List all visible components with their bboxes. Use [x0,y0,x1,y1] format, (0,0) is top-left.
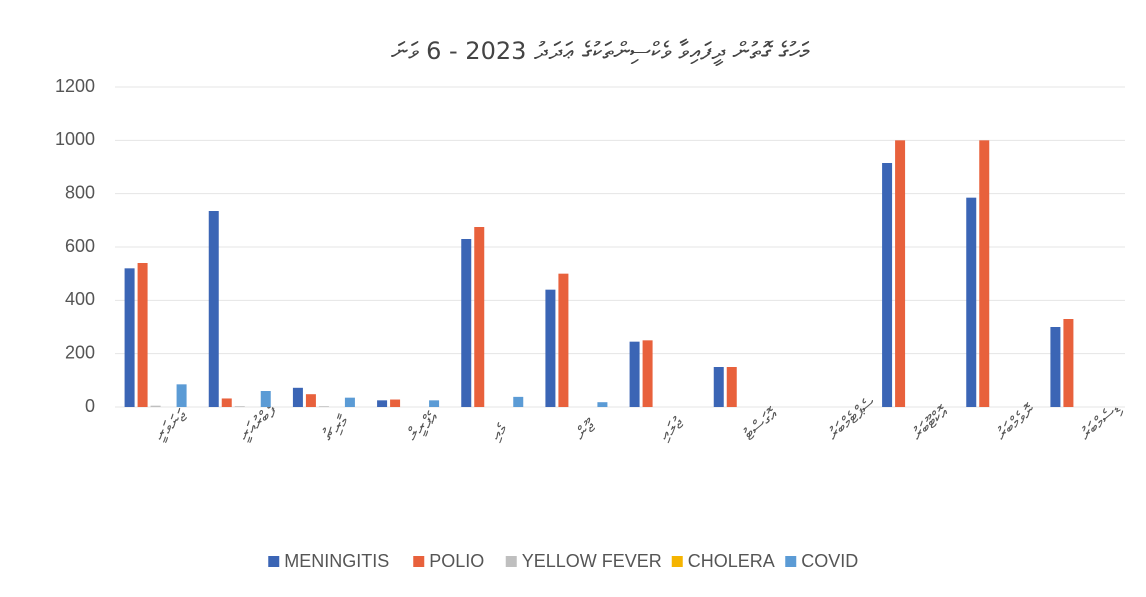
y-tick-label: 200 [65,342,95,362]
legend-label: CHOLERA [688,551,775,571]
bar [260,391,271,407]
bar [318,406,329,407]
legend-swatch [413,556,425,567]
legend-swatch [268,556,280,567]
bar [429,400,440,407]
y-tick-label: 600 [65,236,95,256]
bar [513,396,524,407]
bar [292,387,303,407]
bar [597,402,608,407]
bar [176,384,187,407]
bar [629,341,640,407]
bar [726,367,737,407]
bar [124,268,135,407]
bar [150,405,161,407]
x-tick-label: ޖަނަވަރީ [151,406,192,445]
x-tick-label: މާރިޗު [319,411,353,444]
bar [221,398,232,407]
bar [979,140,990,408]
bar [966,197,977,407]
x-tick-label: އެޕްރީލް [403,407,442,445]
x-tick-label: އޮކްޓޫބަރު [908,402,953,445]
bar [558,273,569,407]
x-tick-label: ފެބްރުއަރީ [235,401,281,444]
y-tick-label: 800 [65,182,95,202]
bar [461,239,472,407]
y-tick-label: 400 [65,289,95,309]
y-tick-label: 1000 [55,129,95,149]
legend-swatch [505,556,517,567]
y-tick-label: 0 [85,396,95,416]
bar [377,400,388,407]
legend-label: COVID [801,551,858,571]
bar [545,289,556,407]
legend-label: MENINGITIS [284,551,389,571]
bar [208,211,219,407]
bar [474,227,485,407]
x-tick-label: އޮގަސްޓު [740,404,783,445]
x-tick-label: ޖޫން [571,415,601,445]
bar [1063,319,1074,407]
legend-label: YELLOW FEVER [522,551,662,571]
bar [642,340,653,407]
legend-swatch [785,556,797,567]
bar [895,140,906,408]
bar [137,263,148,407]
bar [882,163,893,407]
bar [234,406,245,407]
x-tick-label: މެއި [487,419,512,445]
legend-label: POLIO [429,551,484,571]
y-tick-label: 1200 [55,76,95,96]
bar [305,394,316,407]
chart-title: މަހުގެ ގޮތުން ދީފައިވާ ވެކްސިންތަކުގެ ޢަ… [391,37,810,66]
x-tick-label: ސެޕްޓެމްބަރު [824,393,880,445]
bar [344,397,355,407]
x-tick-label: ޖުލައި [656,413,688,445]
x-tick-label: ޑިސެމްބަރު [1076,399,1126,445]
bar [713,367,724,407]
bar [1050,327,1061,407]
bar [390,399,401,407]
legend-swatch [671,556,683,567]
